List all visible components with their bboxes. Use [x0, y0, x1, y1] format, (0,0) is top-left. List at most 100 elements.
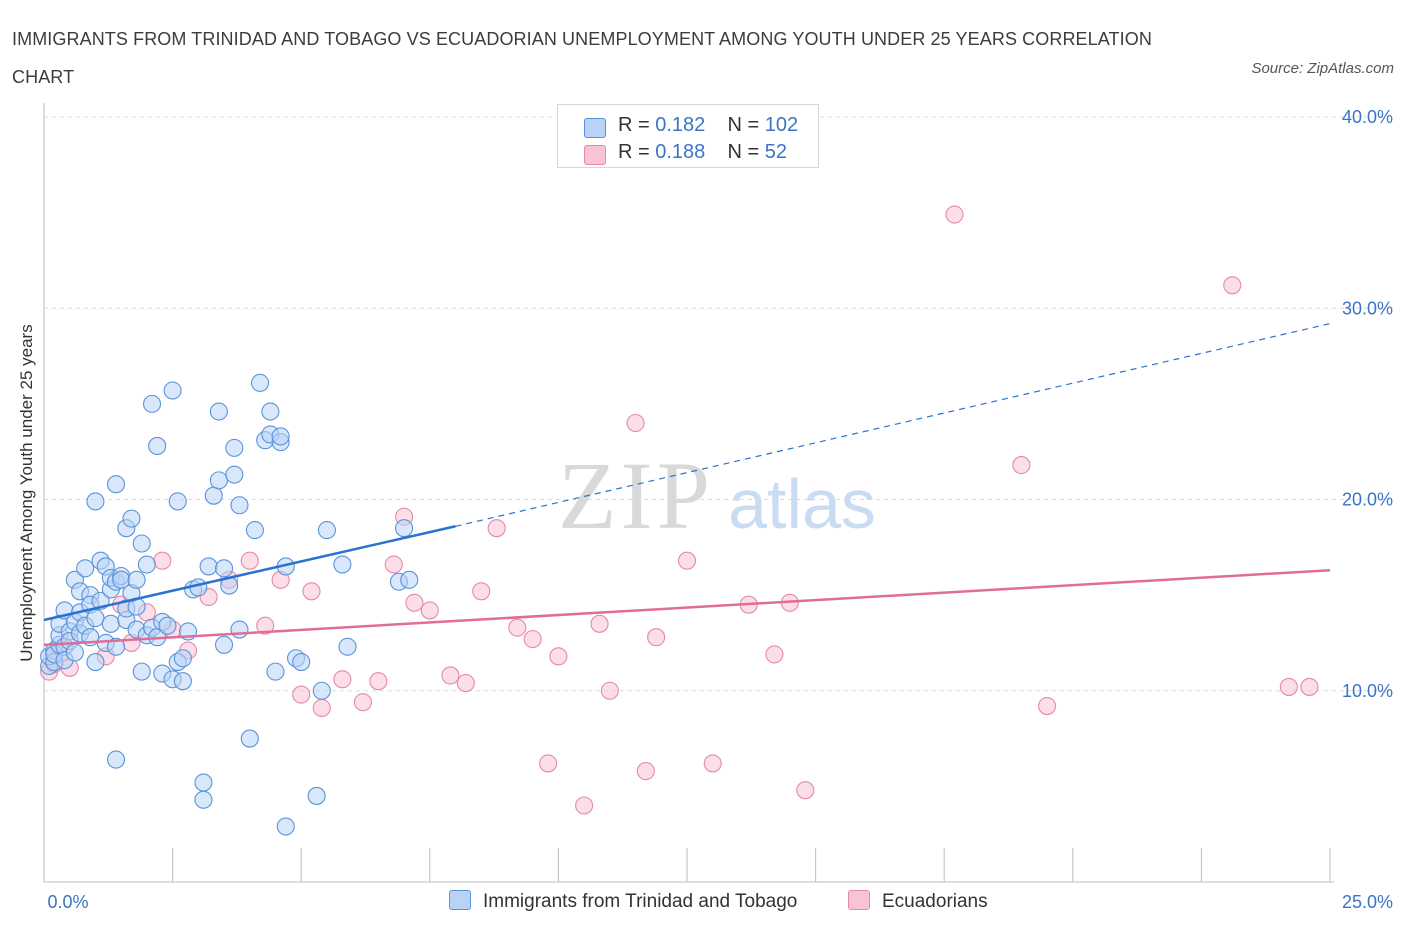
chart-title: IMMIGRANTS FROM TRINIDAD AND TOBAGO VS E…	[12, 29, 1152, 87]
trinidad-point	[292, 653, 311, 672]
ecuadorians-point	[333, 670, 352, 689]
legend-n-label-2: N =	[727, 141, 765, 163]
ecuadorians-point	[647, 628, 666, 647]
trinidad-point	[266, 662, 285, 681]
trinidad-point	[240, 729, 259, 748]
trinidad-point	[271, 427, 290, 446]
ecuadorians-point	[353, 693, 372, 712]
ecuadorians-point	[256, 616, 275, 635]
trinidad-trend-extension	[455, 322, 1331, 527]
trinidad-point	[225, 465, 244, 484]
ecuadorians-point	[240, 551, 259, 570]
ecuadorians-point	[590, 614, 609, 633]
watermark-atlas: atlas	[728, 465, 876, 543]
trinidad-point	[245, 521, 264, 540]
trinidad-point	[230, 496, 249, 515]
ecuadorians-point	[302, 582, 321, 601]
trinidad-point	[338, 637, 357, 656]
legend-r-value-2: 0.188	[655, 141, 706, 163]
trinidad-point	[106, 750, 126, 769]
ecuadorians-point	[523, 630, 542, 649]
trinidad-point	[261, 402, 280, 421]
axes	[43, 103, 1334, 883]
ecuadorians-point	[472, 582, 491, 601]
ecuadorians-point	[600, 681, 619, 700]
trinidad-point	[122, 509, 141, 528]
trinidad-point	[86, 609, 105, 628]
ecuadorians-point	[703, 754, 722, 773]
ecuadorians-point	[1279, 677, 1298, 696]
ecuadorians-point	[796, 781, 815, 800]
y-axis-label: Unemployment Among Youth under 25 years	[17, 324, 36, 662]
trinidad-point	[106, 475, 126, 494]
legend-r-label-1: R =	[618, 114, 656, 136]
trinidad-point	[307, 786, 326, 805]
legend-row-trinidad: R = 0.182 N = 102	[558, 114, 818, 140]
legend-r-label-2: R =	[618, 141, 656, 163]
ecuadorians-point	[1012, 456, 1031, 475]
ecuadorians-point	[765, 645, 784, 664]
ecuadorians-point	[945, 205, 964, 224]
ecuadorians-trend-line	[43, 569, 1331, 647]
ecuadorians-point	[508, 618, 527, 637]
trinidad-point	[214, 635, 234, 654]
legend-item-ecuadorians[interactable]: Ecuadorians	[848, 890, 988, 913]
legend-series-name-1: Immigrants from Trinidad and Tobago	[483, 891, 798, 912]
trinidad-point	[86, 492, 105, 511]
blue-swatch-icon	[449, 890, 471, 910]
correlation-legend: R = 0.182 N = 102 R = 0.188 N = 52	[557, 104, 819, 168]
y-tick-label: 40.0%	[1342, 107, 1393, 127]
trinidad-point	[142, 394, 162, 413]
legend-item-trinidad[interactable]: Immigrants from Trinidad and Tobago	[449, 890, 797, 913]
trinidad-point	[317, 521, 336, 540]
trinidad-point	[199, 557, 218, 576]
trinidad-point	[173, 672, 192, 691]
trinidad-points	[40, 373, 419, 836]
trinidad-point	[132, 662, 151, 681]
trinidad-point	[173, 649, 192, 668]
pink-swatch-icon	[848, 890, 870, 910]
ecuadorians-point	[1300, 677, 1319, 696]
legend-n-label-1: N =	[727, 114, 765, 136]
trinidad-point	[214, 559, 234, 578]
ecuadorians-point	[456, 674, 475, 693]
legend-n-value-2: 52	[764, 141, 788, 163]
trinidad-point	[148, 436, 167, 456]
ecuadorians-point	[441, 666, 460, 685]
legend-r-value-1: 0.182	[655, 114, 706, 136]
ecuadorians-points	[40, 205, 1319, 815]
ecuadorians-point	[153, 551, 172, 570]
trinidad-point	[194, 773, 213, 792]
legend-row-ecuadorians: R = 0.188 N = 52	[558, 141, 818, 167]
y-tick-label: 20.0%	[1342, 490, 1393, 510]
y-tick-label: 10.0%	[1342, 681, 1393, 701]
trinidad-point	[250, 373, 270, 392]
ecuadorians-point	[369, 672, 388, 691]
trinidad-point	[86, 653, 105, 672]
trinidad-point	[168, 492, 187, 511]
trinidad-point	[163, 381, 182, 400]
tick-labels: 10.0% 20.0% 30.0% 40.0% 0.0% 25.0%	[47, 107, 1393, 912]
x-tick-label-max: 25.0%	[1342, 892, 1393, 912]
trinidad-point	[312, 681, 331, 700]
x-tick-label-min: 0.0%	[47, 892, 88, 912]
watermark-zip: ZIP	[558, 442, 714, 549]
pink-swatch-icon	[584, 145, 606, 165]
trinidad-point	[194, 790, 213, 809]
ecuadorians-point	[1223, 276, 1242, 295]
ecuadorians-point	[636, 762, 655, 781]
ecuadorians-point	[487, 519, 506, 538]
trend-lines	[43, 322, 1331, 647]
ecuadorians-point	[420, 601, 439, 620]
legend-n-value-1: 102	[764, 114, 799, 136]
trinidad-point	[225, 438, 244, 457]
legend-series-name-2: Ecuadorians	[882, 891, 988, 912]
trinidad-point	[209, 471, 228, 490]
ecuadorians-point	[626, 413, 645, 433]
trinidad-point	[127, 570, 146, 589]
ecuadorians-point	[677, 551, 697, 570]
trinidad-point	[230, 620, 249, 639]
trinidad-point	[65, 643, 84, 662]
ecuadorians-point	[575, 796, 594, 815]
